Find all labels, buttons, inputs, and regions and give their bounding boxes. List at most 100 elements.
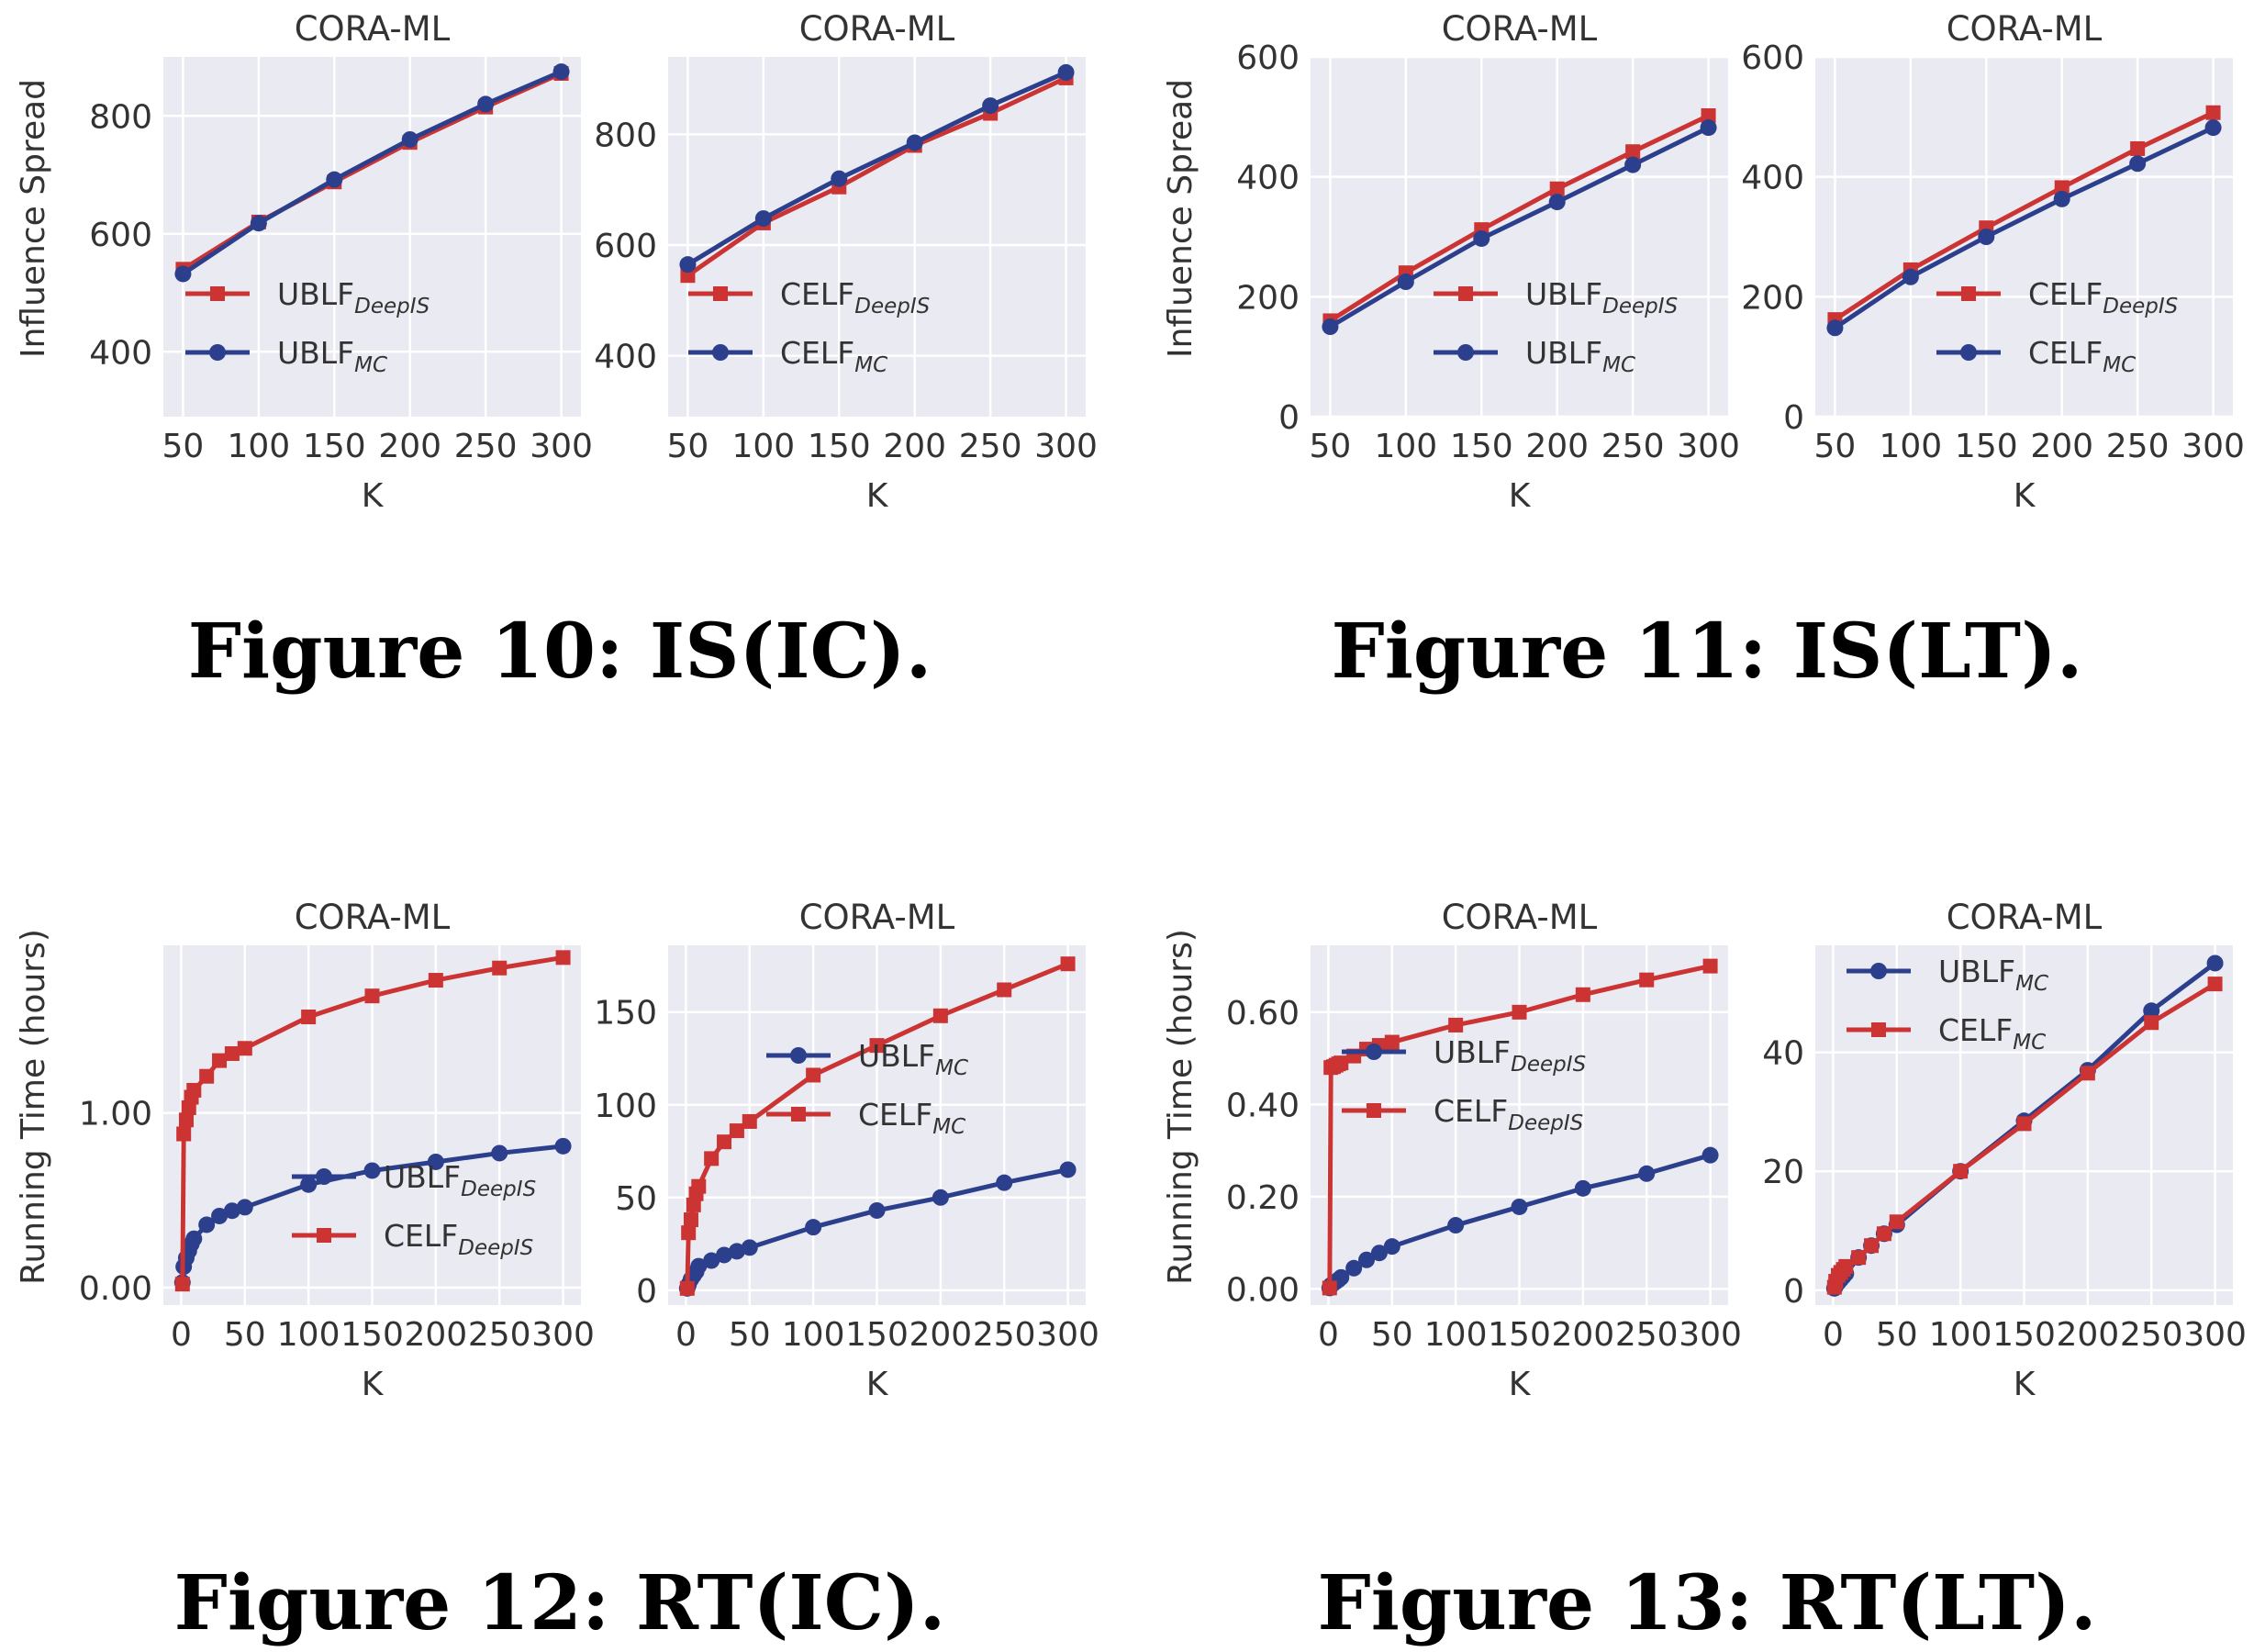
chart-7-x-tick-label: 0 <box>1318 1316 1339 1354</box>
chart-4-legend-marker <box>1960 344 1977 361</box>
chart-4-title: CORA-ML <box>1947 9 2103 49</box>
chart-3-y-tick-label: 0 <box>1278 399 1300 437</box>
chart-3-x-tick-label: 250 <box>1601 428 1665 465</box>
chart-3-x-tick-label: 150 <box>1450 428 1513 465</box>
chart-4-legend: CELFDeepIS CELFMC <box>1936 276 2178 377</box>
chart-6-legend-label: UBLFMC <box>858 1038 968 1080</box>
figure-13-chart-2: 0 50 100 150 200 250 300 0 20 40 CORA-ML K UBLFMC CEL… <box>1762 898 2247 1403</box>
chart-7-series-2-point <box>1384 1034 1400 1050</box>
chart-5-series-1-point <box>185 1230 203 1247</box>
chart-1-y-tick-label: 400 <box>89 334 152 372</box>
chart-7-x-tick-label: 150 <box>1488 1316 1551 1354</box>
chart-4-y-tick-label: 600 <box>1741 39 1804 77</box>
chart-1-x-tick-label: 150 <box>303 428 366 465</box>
chart-5-legend-marker <box>317 1228 331 1243</box>
chart-8-x-axis-label: K <box>2014 1366 2036 1403</box>
chart-3-legend-marker <box>1458 286 1473 301</box>
chart-1-series-2-point <box>401 130 418 148</box>
chart-6-series-1-point <box>1059 1161 1077 1178</box>
chart-5-series-1-point <box>223 1202 240 1220</box>
chart-8-series-2-point <box>1838 1258 1854 1274</box>
chart-7-series-1-point <box>1574 1179 1591 1197</box>
chart-8-series-2-point <box>1953 1164 1969 1179</box>
chart-5-series-2-point <box>178 1112 194 1128</box>
chart-7-series-1-point <box>1383 1238 1400 1256</box>
chart-5-series-2-point <box>237 1041 252 1056</box>
chart-6-series-2-point <box>686 1197 701 1212</box>
figure-12-caption: Figure 12: RT(IC). <box>174 1559 946 1647</box>
chart-5-series-2-point <box>174 1277 190 1292</box>
chart-5-x-tick-label: 150 <box>340 1316 404 1354</box>
chart-8-x-tick-label: 250 <box>2120 1316 2183 1354</box>
chart-3-x-tick-label: 100 <box>1374 428 1437 465</box>
chart-3-series-2-point <box>1624 156 1642 173</box>
chart-7-legend-label: UBLFDeepIS <box>1434 1034 1586 1077</box>
chart-4-legend-label: CELFDeepIS <box>2028 276 2178 318</box>
chart-6-series-1-point <box>741 1239 758 1256</box>
chart-8-x-tick-label: 100 <box>1929 1316 1992 1354</box>
chart-2-legend-label: CELFMC <box>780 335 887 377</box>
chart-1-y-axis-label: Influence Spread <box>15 79 52 358</box>
chart-7-series-1-point <box>1345 1259 1363 1277</box>
chart-8-series-2-point <box>1876 1226 1891 1242</box>
chart-5-series-2-point <box>199 1068 215 1084</box>
chart-1-x-axis-label: K <box>362 477 385 515</box>
chart-8-title: CORA-ML <box>1947 898 2103 937</box>
chart-5-x-tick-label: 300 <box>531 1316 595 1354</box>
chart-4-series-2-point <box>2204 119 2222 137</box>
chart-5-series-2-point <box>428 973 443 988</box>
chart-2-title: CORA-ML <box>799 9 955 49</box>
chart-8-x-tick-label: 300 <box>2183 1316 2247 1354</box>
chart-4-y-tick-label: 400 <box>1741 160 1804 197</box>
chart-2-series-2-point <box>1057 63 1075 81</box>
figure-10-chart-1: 50 100 150 200 250 300 400 600 800 CORA-ML K Influe… <box>15 9 593 515</box>
chart-4-y-tick-label: 0 <box>1783 399 1804 437</box>
chart-7-series-2-point <box>1575 987 1590 1002</box>
chart-2-series-1-line <box>686 75 1067 278</box>
chart-6-series-1-point <box>716 1246 733 1264</box>
chart-8-x-tick-label: 200 <box>2057 1316 2120 1354</box>
chart-4-series-1-point <box>2130 140 2146 156</box>
chart-7-y-axis-label: Running Time (hours) <box>1162 929 1199 1285</box>
chart-5-x-tick-label: 100 <box>277 1316 340 1354</box>
chart-1-legend-label: UBLFMC <box>277 335 387 377</box>
chart-5-series-2-point <box>301 1010 317 1025</box>
chart-7-legend-label: CELFDeepIS <box>1434 1093 1583 1135</box>
chart-6-series-2-point <box>704 1151 720 1166</box>
figure-12-chart-1: 0 50 100 150 200 250 300 0.00 1.00 CORA-ML K Runnin… <box>15 898 595 1403</box>
chart-4-plot-area <box>1815 57 2233 417</box>
chart-5-series-2-point <box>224 1045 240 1061</box>
chart-3-plot-area <box>1311 57 1728 417</box>
chart-5-series-1-point <box>554 1137 572 1155</box>
chart-3-title: CORA-ML <box>1442 9 1598 49</box>
chart-8-legend-label: UBLFMC <box>1938 954 2048 996</box>
chart-8-series-2-point <box>2080 1066 2095 1081</box>
chart-5-series-2-point <box>212 1053 228 1068</box>
chart-5-series-1-point <box>427 1153 444 1170</box>
chart-3-y-tick-label: 400 <box>1236 160 1300 197</box>
chart-3-x-tick-label: 200 <box>1525 428 1589 465</box>
chart-3-series-2-point <box>1322 318 1339 335</box>
chart-8-series-1-point <box>2206 954 2224 972</box>
chart-2-legend-marker <box>712 344 729 361</box>
chart-5-legend-label: CELFDeepIS <box>384 1218 533 1260</box>
chart-6-legend-marker <box>791 1107 806 1122</box>
chart-2-series-2-line <box>686 70 1067 267</box>
chart-3-legend-marker <box>1457 344 1474 361</box>
chart-6-series-1-point <box>868 1201 886 1219</box>
chart-4-series-1-point <box>2205 105 2221 120</box>
chart-2-x-tick-label: 150 <box>808 428 871 465</box>
chart-2-x-tick-label: 250 <box>959 428 1022 465</box>
chart-5-series-1-point <box>300 1176 318 1193</box>
chart-7-legend-marker <box>1366 1044 1382 1060</box>
chart-7-title: CORA-ML <box>1442 898 1598 937</box>
chart-4-legend-marker <box>1961 286 1976 301</box>
chart-6-y-tick-label: 100 <box>594 1088 657 1125</box>
chart-5-legend-marker <box>316 1168 332 1185</box>
chart-4-x-tick-label: 50 <box>1814 428 1857 465</box>
chart-7-series-2-point <box>1702 958 1718 974</box>
chart-6-x-tick-label: 250 <box>973 1316 1036 1354</box>
chart-6-series-1-point <box>690 1257 708 1275</box>
chart-1-x-tick-label: 250 <box>454 428 518 465</box>
chart-6-series-2-point <box>717 1134 732 1150</box>
